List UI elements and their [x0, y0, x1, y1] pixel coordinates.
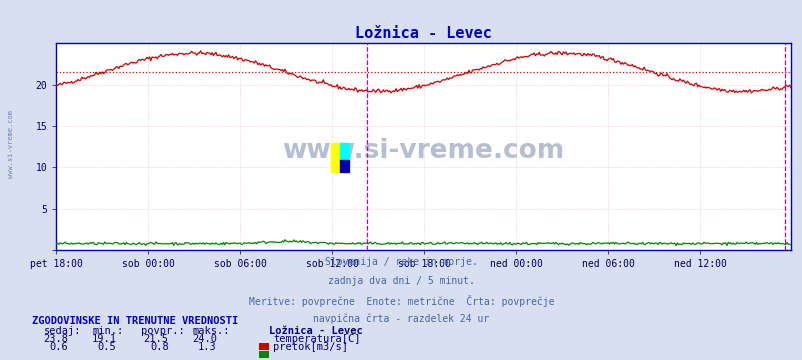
Text: navpična črta - razdelek 24 ur: navpična črta - razdelek 24 ur — [313, 314, 489, 324]
Text: 23.8: 23.8 — [43, 334, 68, 344]
Text: 24.0: 24.0 — [192, 334, 217, 344]
Text: temperatura[C]: temperatura[C] — [273, 334, 360, 344]
Text: povpr.:: povpr.: — [140, 325, 184, 336]
Text: www.si-vreme.com: www.si-vreme.com — [282, 138, 564, 164]
Text: zadnja dva dni / 5 minut.: zadnja dva dni / 5 minut. — [328, 276, 474, 286]
Text: 1.3: 1.3 — [198, 342, 217, 352]
Text: 0.8: 0.8 — [150, 342, 168, 352]
Bar — [339, 143, 348, 160]
Text: maks.:: maks.: — [192, 325, 230, 336]
Text: pretok[m3/s]: pretok[m3/s] — [273, 342, 347, 352]
Text: 21.5: 21.5 — [144, 334, 168, 344]
Bar — [339, 160, 348, 172]
Title: Ložnica - Levec: Ložnica - Levec — [354, 26, 492, 41]
Text: www.si-vreme.com: www.si-vreme.com — [8, 110, 14, 178]
Text: 0.5: 0.5 — [98, 342, 116, 352]
Text: Slovenija / reke in morje.: Slovenija / reke in morje. — [325, 257, 477, 267]
Text: sedaj:: sedaj: — [44, 325, 82, 336]
Text: ZGODOVINSKE IN TRENUTNE VREDNOSTI: ZGODOVINSKE IN TRENUTNE VREDNOSTI — [32, 316, 238, 326]
Text: Meritve: povprečne  Enote: metrične  Črta: povprečje: Meritve: povprečne Enote: metrične Črta:… — [249, 295, 553, 307]
Text: Ložnica - Levec: Ložnica - Levec — [269, 325, 363, 336]
Text: 0.6: 0.6 — [50, 342, 68, 352]
Bar — [330, 143, 339, 172]
Text: 19.1: 19.1 — [91, 334, 116, 344]
Text: min.:: min.: — [92, 325, 124, 336]
